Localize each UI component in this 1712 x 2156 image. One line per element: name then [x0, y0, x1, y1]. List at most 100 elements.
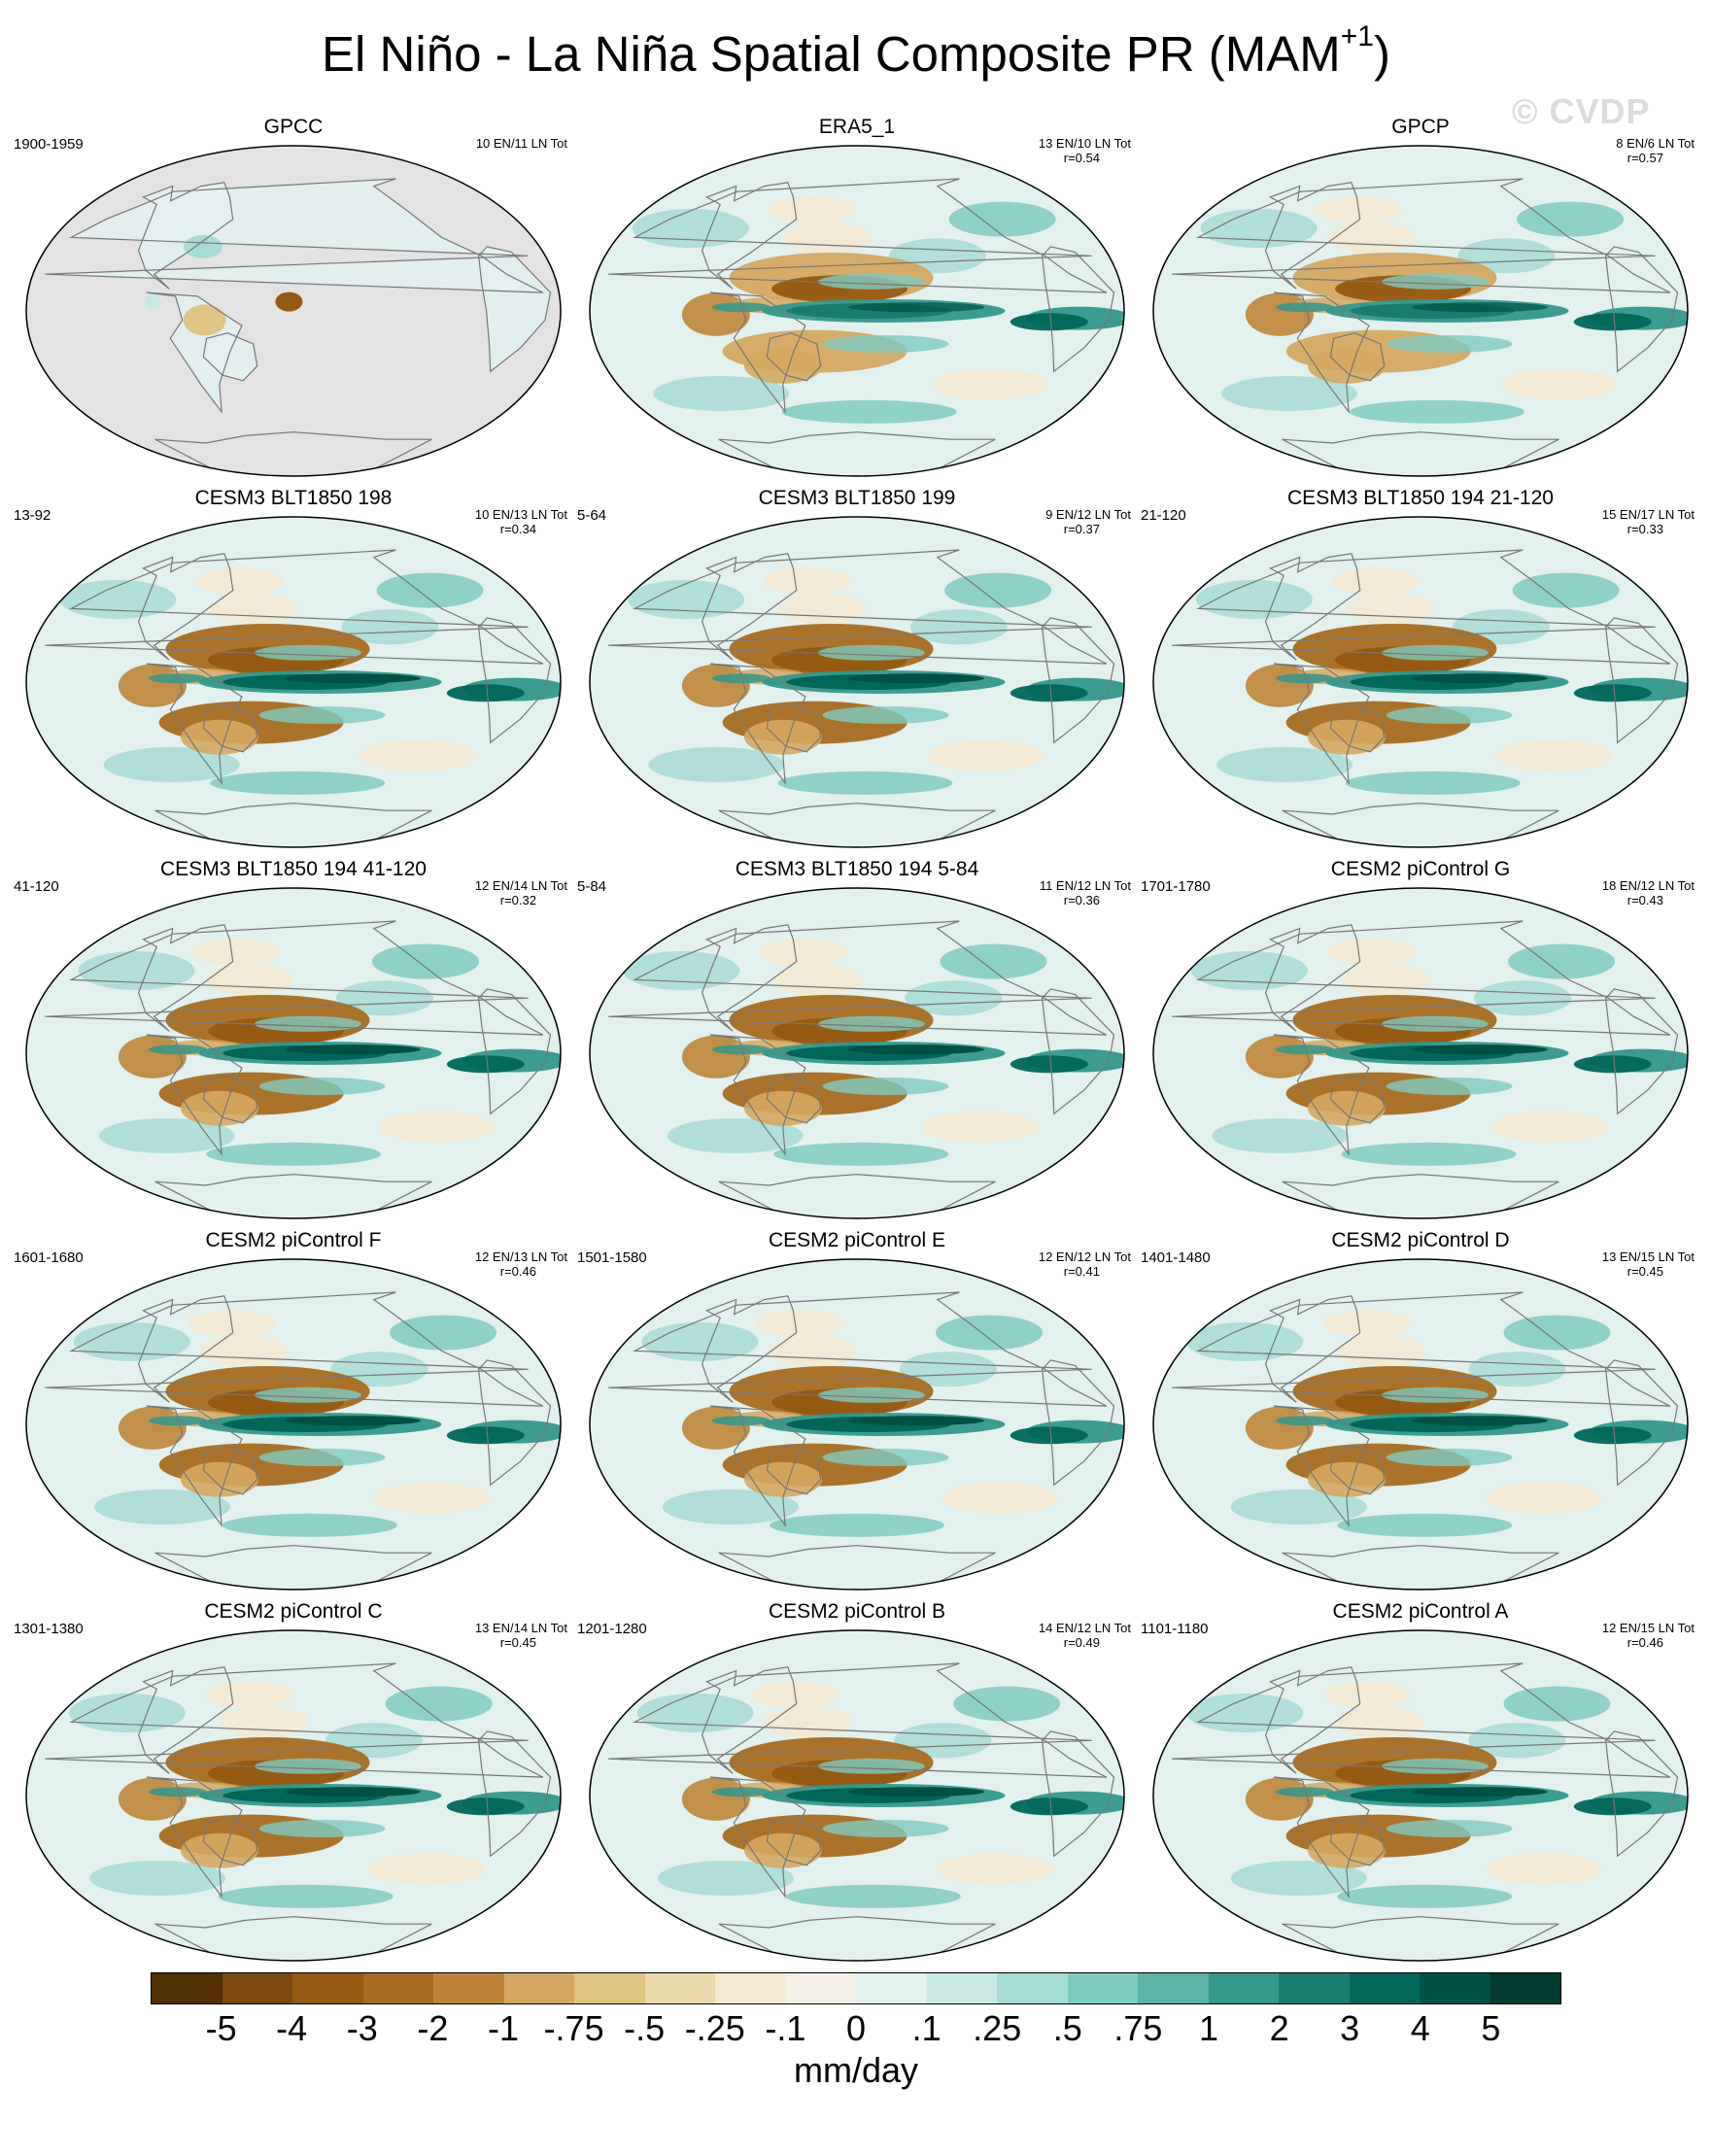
panel-event-counts: 8 EN/6 LN Tot [1616, 136, 1695, 151]
colorbar-swatch [362, 1973, 433, 2003]
precip-anomaly-patch [335, 980, 433, 1016]
precip-anomaly-dry [1308, 719, 1386, 755]
precip-anomaly-wet [1381, 273, 1489, 290]
panel-period: 1301-1380 [14, 1621, 84, 1637]
coastline-africa [1604, 1359, 1679, 1487]
coastline-asia [1172, 1291, 1671, 1407]
panel-event-counts: 12 EN/12 LN Tot [1038, 1249, 1131, 1264]
panel-period: 5-64 [577, 507, 607, 524]
precip-anomaly-patch [1474, 980, 1571, 1016]
coastline-americas-north [1264, 924, 1361, 1032]
precip-composite-map [1152, 145, 1689, 477]
precip-anomaly-patch [1457, 238, 1556, 274]
coastline-africa [1041, 988, 1115, 1115]
precip-anomaly-wet [285, 1416, 422, 1426]
panel-title: CESM2 piControl D [1331, 1229, 1510, 1251]
coastline-asia [608, 1662, 1108, 1778]
map-field [26, 146, 561, 476]
coastline-australia [1329, 332, 1386, 382]
precip-anomaly-dry [1308, 1461, 1386, 1497]
coastline-antarctica [1282, 1174, 1559, 1218]
map-border [1152, 1629, 1689, 1962]
precip-anomaly-patch [1468, 1723, 1566, 1759]
coastline-americas-north [1264, 182, 1361, 290]
panel-event-counts: 15 EN/17 LN Tot [1601, 507, 1695, 522]
panel-pattern-correlation: r=0.36 [1063, 893, 1100, 907]
panel-title: CESM2 piControl G [1330, 858, 1511, 880]
precip-anomaly-wet [848, 1044, 985, 1055]
panel-pattern-correlation: r=0.37 [1063, 522, 1100, 536]
coastline-asia [45, 1291, 544, 1407]
precip-anomaly-patch [953, 1686, 1061, 1722]
precip-anomaly-patch [390, 1315, 497, 1351]
precip-anomaly-wet [1010, 684, 1088, 702]
coastline-antarctica [154, 1545, 432, 1590]
precip-anomaly-patch [1212, 1118, 1349, 1153]
precip-anomaly-patch [764, 567, 852, 596]
coastline-australia [766, 703, 822, 753]
colorbar-swatch [222, 1973, 292, 2003]
precip-anomaly-dry [181, 1461, 258, 1497]
precip-anomaly-patch [942, 1482, 1059, 1514]
map-border [1152, 516, 1689, 848]
precip-anomaly-wet [148, 673, 207, 684]
precip-anomaly-wet [1381, 1758, 1489, 1774]
precip-anomaly-dry [1308, 1090, 1386, 1126]
map-panel: GPCC 1900-1959 10 EN/11 LN Tot [12, 115, 575, 489]
coastline-americas-north [137, 1666, 234, 1774]
precip-anomaly-patch [899, 1352, 997, 1387]
coastline-asia [608, 1291, 1108, 1407]
coastline-americas-south [146, 291, 243, 414]
precip-anomaly-wet [848, 302, 985, 313]
coastline-africa [477, 246, 552, 373]
precip-anomaly-patch [204, 1681, 292, 1709]
panel-event-counts: 14 EN/12 LN Tot [1038, 1621, 1131, 1635]
precip-anomaly-patch [196, 567, 285, 596]
colorbar-swatch [1489, 1973, 1560, 2003]
precip-anomaly-patch [948, 201, 1056, 237]
precip-anomaly-patch [1345, 770, 1521, 795]
precip-anomaly-wet [1275, 1787, 1334, 1797]
precip-composite-map [589, 145, 1125, 477]
panel-title: CESM2 piControl B [768, 1600, 946, 1623]
precip-anomaly-dry [744, 719, 822, 755]
coastline-australia [202, 1446, 258, 1495]
precip-anomaly-wet [1412, 673, 1549, 684]
colorbar-swatch [644, 1973, 715, 2003]
colorbar-tick-label: -4 [276, 2008, 308, 2048]
panel-title: CESM2 piControl E [768, 1229, 946, 1251]
coastline-americas-north [1264, 1666, 1361, 1774]
precip-anomaly-patch [378, 1111, 496, 1143]
coastline-antarctica [1282, 1916, 1559, 1961]
precip-anomaly-patch [1342, 964, 1430, 996]
precip-anomaly-wet [446, 1797, 525, 1816]
precip-anomaly-wet [711, 1787, 770, 1797]
precip-anomaly-wet [1412, 1044, 1549, 1055]
land-field-africa [478, 246, 551, 372]
precip-anomaly-patch [937, 1853, 1054, 1885]
map-panel: CESM2 piControl A 1101-1180 12 EN/15 LN To… [1139, 1599, 1702, 1973]
map-field [26, 517, 561, 847]
coastline-americas-south [709, 1776, 806, 1899]
coastline-antarctica [718, 431, 996, 476]
coastline-africa [1604, 246, 1679, 373]
precip-anomaly-patch [1500, 368, 1618, 400]
precip-anomaly-patch [922, 1111, 1040, 1143]
precip-anomaly-patch [220, 1706, 308, 1738]
colorbar-tick-label: .5 [1052, 2008, 1082, 2048]
precip-anomaly-wet [148, 1787, 207, 1797]
map-panel: CESM2 piControl E 1501-1580 12 EN/12 LN To… [575, 1228, 1139, 1602]
precip-anomaly-wet [285, 1787, 422, 1797]
coastline-americas-south [146, 1776, 243, 1899]
panel-event-counts: 10 EN/11 LN Tot [475, 136, 567, 151]
coastline-asia [45, 1662, 544, 1778]
precip-anomaly-dry [1308, 1832, 1386, 1868]
precip-anomaly-wet [254, 1386, 361, 1403]
map-field [590, 1259, 1124, 1590]
precip-anomaly-patch [1216, 747, 1353, 782]
map-field [1153, 1630, 1688, 1961]
colorbar-swatch [1420, 1973, 1490, 2003]
precip-anomaly-patch [191, 939, 280, 967]
coastline-americas-north [701, 1666, 798, 1774]
precip-anomaly-wet [1381, 644, 1489, 661]
